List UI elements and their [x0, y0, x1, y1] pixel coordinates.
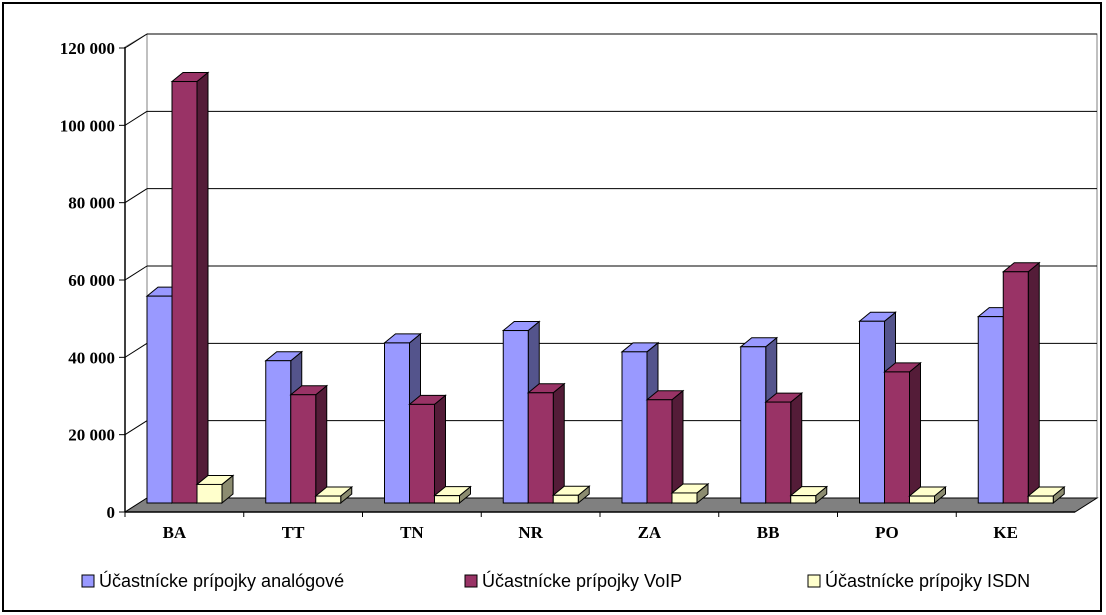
bar	[646, 399, 673, 504]
x-tick-label: TT	[282, 523, 305, 542]
y-tick-label: 60 000	[68, 271, 115, 290]
y-tick-label: 0	[107, 503, 116, 522]
bar	[409, 403, 435, 504]
bar	[146, 295, 173, 504]
bar	[1027, 495, 1054, 504]
legend-swatch	[464, 574, 478, 588]
bar	[290, 394, 317, 504]
legend-label: Účastnícke prípojky ISDN	[825, 570, 1030, 591]
bar	[502, 330, 529, 504]
gridline-side	[124, 420, 148, 436]
bar-side	[196, 71, 209, 505]
bar	[434, 495, 460, 504]
bar	[884, 371, 910, 504]
x-tick-label: KE	[993, 523, 1018, 542]
bar	[315, 495, 342, 504]
gridline-side	[124, 342, 148, 358]
x-tick-label: ZA	[638, 523, 662, 542]
x-tick-label: TN	[400, 523, 424, 542]
legend-swatch	[807, 574, 821, 588]
bar-side	[552, 382, 565, 505]
bar	[196, 483, 223, 504]
y-tick-label: 20 000	[68, 426, 115, 445]
bar-side	[434, 394, 446, 505]
bar	[384, 342, 410, 504]
x-tick-label: BB	[757, 523, 780, 542]
bar	[740, 346, 767, 504]
gridline-side	[124, 110, 148, 126]
x-tick-label: NR	[518, 523, 543, 542]
legend-label: Účastnícke prípojky VoIP	[482, 570, 682, 591]
y-tick-label: 100 000	[60, 116, 115, 135]
bar	[621, 351, 648, 504]
bar-side	[315, 384, 328, 505]
bar	[790, 495, 817, 504]
y-tick-label: 80 000	[68, 194, 115, 213]
bar-side	[1027, 261, 1040, 505]
bar-side	[790, 392, 803, 505]
bar	[909, 495, 935, 504]
y-tick-label: 120 000	[60, 39, 115, 58]
bar	[265, 360, 292, 504]
x-tick-label: BA	[163, 523, 187, 542]
bar	[977, 316, 1004, 504]
x-tick-label: PO	[875, 523, 899, 542]
bar	[671, 492, 698, 504]
bar	[527, 392, 554, 504]
legend-swatch	[81, 574, 95, 588]
gridline-side	[124, 188, 148, 204]
gridline-side	[124, 265, 148, 281]
bar	[1002, 271, 1029, 504]
bar	[171, 81, 198, 504]
gridline-side	[124, 33, 148, 49]
bar-side	[909, 361, 921, 505]
bar	[859, 320, 885, 504]
bar	[552, 494, 579, 504]
bar	[765, 401, 792, 504]
legend-label: Účastnícke prípojky analógové	[99, 570, 344, 591]
y-tick-label: 40 000	[68, 348, 115, 367]
